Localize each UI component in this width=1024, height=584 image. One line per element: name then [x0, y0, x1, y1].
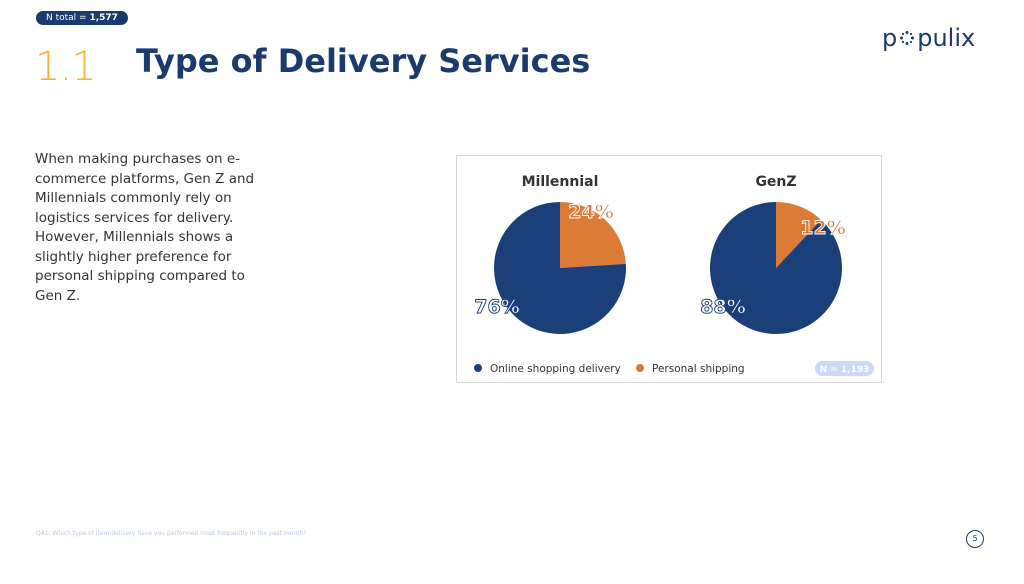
legend-marker-online — [474, 364, 482, 372]
data-label-millennial-online: 76% — [474, 296, 519, 318]
chart-title-millennial: Millennial — [522, 174, 599, 190]
populix-logo: p pulix — [882, 24, 975, 52]
section-number: 1.1 — [35, 44, 97, 90]
logo-text-left: p — [882, 24, 898, 52]
chart-container: Millennial 76% 24% GenZ 88% 12% Online shoppin… — [456, 155, 882, 383]
sample-size-badge — [815, 361, 874, 376]
chart-title-genz: GenZ — [755, 174, 796, 190]
n-total-value: 1,577 — [89, 13, 118, 23]
legend-marker-personal — [636, 364, 644, 372]
pie-slice-genz-personal — [776, 202, 822, 268]
pie-slice-millennial-online — [494, 202, 626, 334]
legend-label-online: Online shopping delivery — [490, 363, 621, 375]
pie-slice-millennial-personal — [560, 202, 626, 268]
pie-charts: Millennial 76% 24% GenZ 88% 12% Online shoppin… — [474, 174, 874, 376]
data-label-millennial-personal: 24% — [568, 201, 613, 223]
page-number: 5 — [966, 530, 984, 548]
pie-slice-genz-online — [710, 202, 843, 334]
survey-question: QA1. Which type of item delivery have yo… — [36, 530, 307, 537]
page-title: Type of Delivery Services — [136, 42, 591, 80]
logo-dots-icon — [900, 31, 915, 45]
data-label-genz-online: 88% — [700, 296, 745, 318]
data-label-genz-personal: 12% — [800, 217, 845, 239]
n-total-label: N total = — [46, 13, 90, 23]
n-total-badge: N total = 1,577 — [36, 11, 128, 25]
sample-size-label: N = 1,193 — [820, 365, 870, 375]
description-text: When making purchases on e-commerce plat… — [35, 151, 255, 304]
logo-text-right: pulix — [917, 24, 976, 52]
legend-label-personal: Personal shipping — [652, 363, 745, 375]
